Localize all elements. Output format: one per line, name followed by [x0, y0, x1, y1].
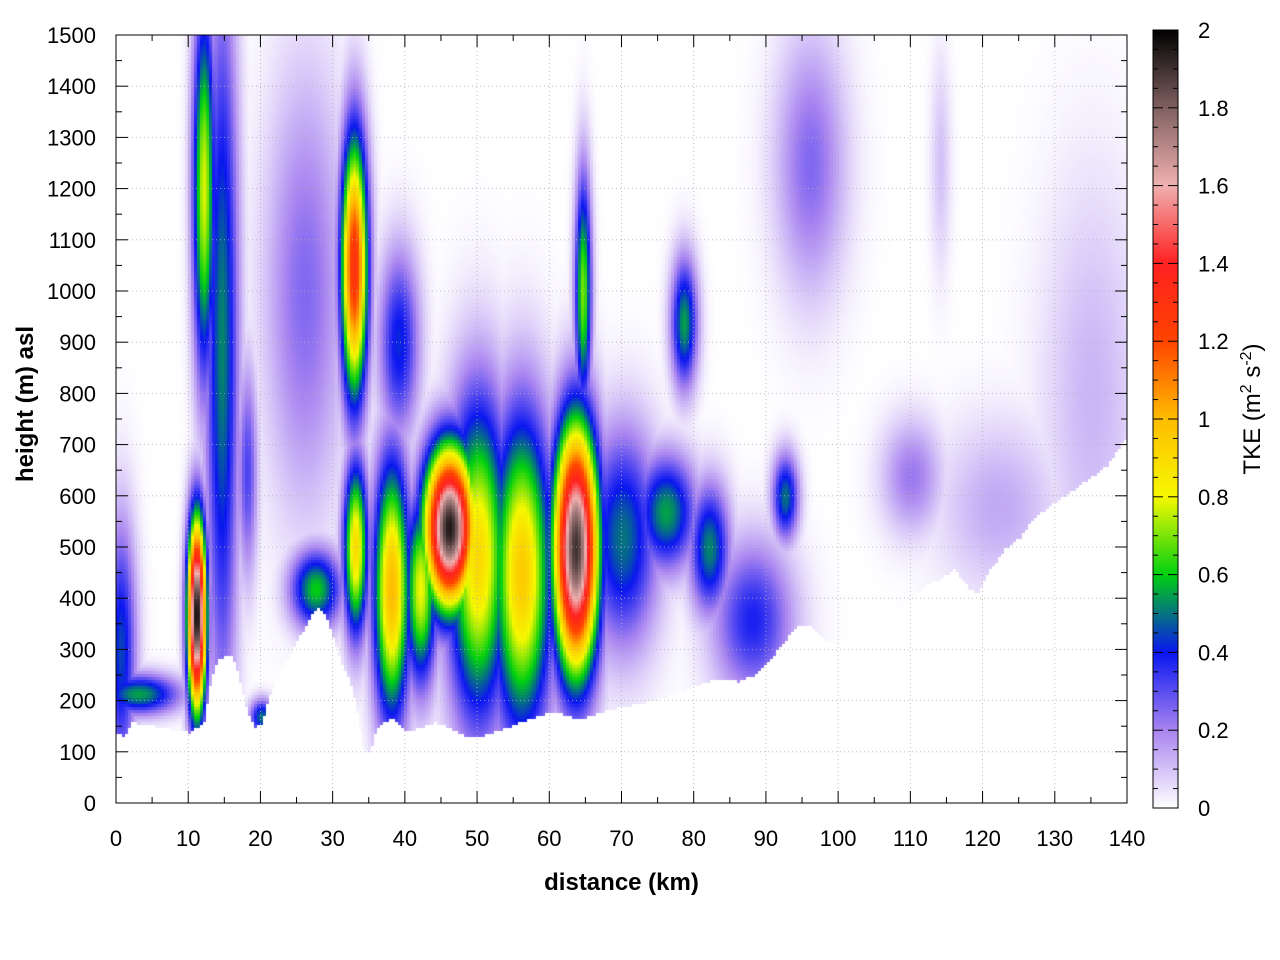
y-tick-label: 1100	[49, 228, 96, 253]
y-tick-label: 1000	[47, 279, 96, 304]
x-tick-label: 80	[681, 826, 705, 851]
x-tick-label: 50	[465, 826, 489, 851]
y-tick-label: 100	[59, 740, 96, 765]
y-axis-title: height (m) asl	[12, 326, 39, 482]
y-tick-label: 600	[59, 484, 96, 509]
colorbar-tick-label: 1.4	[1198, 251, 1229, 276]
y-tick-label: 700	[59, 433, 96, 458]
y-tick-label: 1200	[47, 177, 96, 202]
x-tick-label: 0	[110, 826, 122, 851]
x-tick-label: 70	[609, 826, 633, 851]
colorbar: 0 0.2 0.4 0.6 0.8 1 1.2 1.4 1.6 1.8 2 TKE (m2 s-2)	[1152, 18, 1266, 821]
colorbar-tick-label: 0	[1198, 796, 1210, 821]
x-tick-label: 40	[393, 826, 417, 851]
colorbar-tick-label: 0.2	[1198, 718, 1229, 743]
x-tick-label: 120	[964, 826, 1001, 851]
x-tick-label: 60	[537, 826, 561, 851]
colorbar-ticks: 0 0.2 0.4 0.6 0.8 1 1.2 1.4 1.6 1.8 2	[1153, 18, 1229, 821]
x-axis-ticks: 0 10 20 30 40 50 60 70 80 90 100 110 120 130 140	[110, 35, 1145, 851]
gridlines	[116, 35, 1127, 803]
x-tick-label: 30	[320, 826, 344, 851]
colorbar-tick-label: 1.6	[1198, 174, 1229, 199]
colorbar-tick-label: 0.8	[1198, 485, 1229, 510]
x-tick-label: 10	[176, 826, 200, 851]
x-tick-label: 20	[248, 826, 272, 851]
y-tick-label: 900	[59, 330, 96, 355]
y-tick-label: 1400	[47, 74, 96, 99]
y-tick-label: 500	[59, 535, 96, 560]
x-tick-label: 110	[893, 826, 928, 851]
x-tick-label: 130	[1036, 826, 1073, 851]
y-axis-ticks: 0 100 200 300 400 500 600 700 800 900 1000 1100 1200…	[47, 23, 1127, 816]
x-axis-title: distance (km)	[544, 869, 699, 896]
y-tick-label: 300	[59, 637, 96, 662]
plot-area: 0 10 20 30 40 50 60 70 80 90 100 110 120 130 140 0 100 2…	[47, 23, 1145, 851]
y-tick-label: 0	[84, 791, 96, 816]
y-tick-label: 1500	[47, 23, 96, 48]
y-tick-label: 1300	[47, 125, 96, 150]
colorbar-tick-label: 1.8	[1198, 96, 1229, 121]
colorbar-tick-label: 0.6	[1198, 563, 1229, 588]
y-tick-label: 400	[59, 586, 96, 611]
x-tick-label: 90	[754, 826, 778, 851]
colorbar-tick-label: 1.2	[1198, 329, 1229, 354]
x-tick-label: 140	[1109, 826, 1146, 851]
colorbar-tick-label: 1	[1198, 407, 1210, 432]
colorbar-tick-label: 0.4	[1198, 640, 1229, 665]
x-tick-label: 100	[820, 826, 857, 851]
y-tick-label: 800	[59, 381, 96, 406]
colorbar-tick-label: 2	[1198, 18, 1210, 43]
colorbar-title: TKE (m2 s-2)	[1238, 343, 1266, 474]
y-tick-label: 200	[59, 689, 96, 714]
